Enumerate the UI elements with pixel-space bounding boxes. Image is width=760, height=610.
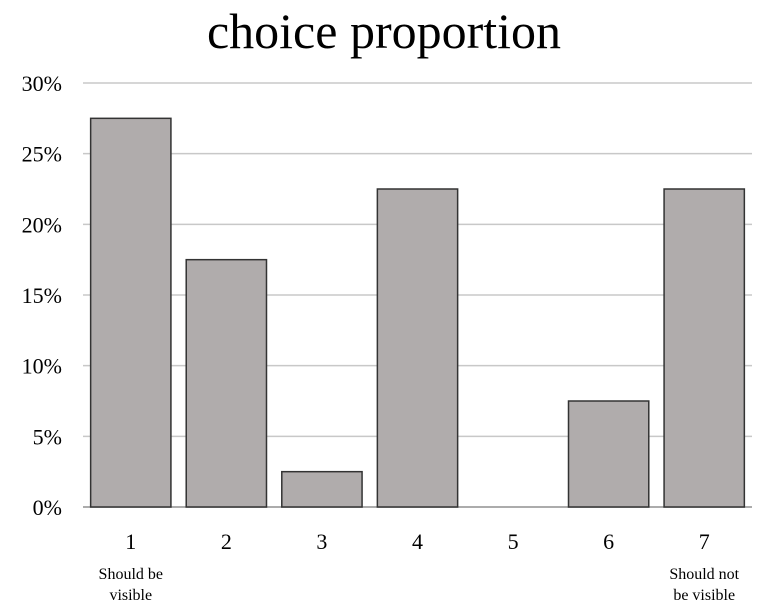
y-tick-label: 20% <box>22 212 62 237</box>
y-tick-label: 10% <box>22 354 62 379</box>
y-tick-label: 5% <box>33 424 62 449</box>
bar-6 <box>567 400 650 508</box>
bar-2 <box>185 258 268 508</box>
x-tick-label: 2 <box>221 529 232 554</box>
y-tick-label: 30% <box>22 71 62 96</box>
y-tick-label: 0% <box>33 495 62 520</box>
bar-7 <box>663 188 746 508</box>
category-annotation: Should be visible <box>99 566 163 604</box>
chart-title: choice proportion <box>207 3 561 59</box>
x-axis-ticks: 1 2 3 4 5 6 7 <box>125 529 709 554</box>
bar-3 <box>281 470 363 508</box>
x-tick-label: 1 <box>125 529 136 554</box>
x-tick-label: 4 <box>412 529 423 554</box>
x-tick-label: 5 <box>508 529 519 554</box>
bar-1 <box>89 117 172 508</box>
y-tick-label: 25% <box>22 142 62 167</box>
bars <box>89 117 746 508</box>
x-tick-label: 7 <box>699 529 710 554</box>
y-tick-label: 15% <box>22 283 62 308</box>
x-tick-label: 6 <box>603 529 614 554</box>
category-annotation: Should not be visible <box>669 566 739 604</box>
bar-4 <box>376 188 459 508</box>
category-annotations: Should be visible Should not be visible <box>99 566 740 604</box>
y-axis-ticks: 0% 5% 10% 15% 20% 25% 30% <box>22 71 62 520</box>
x-tick-label: 3 <box>316 529 327 554</box>
